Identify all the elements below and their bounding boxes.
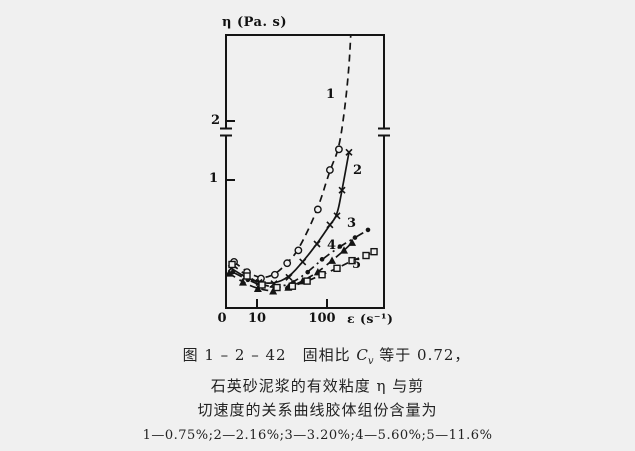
data-point-marker-open-square (348, 256, 356, 265)
caption-line-3: 切速度的关系曲线胶体组份含量为 (197, 401, 438, 419)
data-point-marker-open-square (288, 282, 297, 290)
data-point-marker-open-square (370, 247, 378, 256)
y-axis-title: η (Pa. s) (222, 15, 287, 30)
data-point-marker-open-square (273, 283, 281, 292)
data-point-marker-open-circle (283, 259, 292, 268)
data-point-marker-filled-dot (230, 269, 236, 275)
data-point-marker-filled-triangle (328, 256, 337, 264)
caption-legend-line: 1—0.75%;2—2.16%;3—3.20%;4—5.60%;5—11.6% (142, 428, 493, 443)
data-point-marker-filled-triangle (348, 238, 357, 246)
data-point-marker-open-square (258, 281, 266, 289)
axis-break-gap (224, 127, 228, 137)
data-point-marker-open-square (243, 272, 251, 280)
axis-break-gap (382, 127, 386, 137)
x-origin-label: 0 (217, 311, 227, 326)
data-point-marker-open-circle (270, 270, 279, 279)
data-point-marker-x-cross (345, 148, 353, 156)
caption-line-1: 图 1 – 2 – 42 固相比 Cv 等于 0.72， (0, 343, 635, 374)
series-label-5: 5 (352, 257, 362, 272)
data-point-marker-open-square (333, 264, 341, 273)
series-label-3: 3 (347, 216, 357, 231)
series-3-line (232, 229, 369, 288)
data-point-marker-filled-dot (305, 269, 310, 275)
data-point-marker-filled-triangle (238, 278, 247, 286)
data-point-marker-open-square (228, 260, 236, 269)
series-label-1: 1 (326, 87, 336, 102)
data-point-marker-x-cross (299, 258, 307, 266)
y-tick-label-2: 2 (210, 113, 220, 128)
series-1-curve (230, 35, 352, 283)
data-point-marker-filled-dot (337, 244, 343, 249)
data-point-marker-filled-triangle (340, 246, 349, 254)
plot-frame (225, 34, 385, 309)
caption-line1-prefix: 图 1 – 2 – 42 固相比 (182, 346, 357, 364)
data-point-marker-filled-dot (365, 227, 371, 233)
data-point-marker-open-square (362, 251, 370, 260)
x-tick-label-100: 100 (308, 311, 336, 326)
data-point-marker-open-circle (325, 166, 334, 174)
y-tick-label-1: 1 (208, 171, 218, 186)
data-point-marker-filled-triangle (253, 284, 262, 292)
data-point-marker-open-square (303, 277, 311, 285)
data-point-marker-filled-triangle (269, 287, 278, 295)
series-label-4: 4 (327, 238, 337, 253)
data-point-marker-open-circle (335, 145, 343, 154)
series-1-line (233, 35, 352, 279)
x-tick-label-10: 10 (247, 311, 267, 326)
data-point-marker-x-cross (333, 212, 341, 220)
series-4-line (228, 242, 353, 292)
solid-ratio-symbol: Cv (356, 346, 374, 367)
data-point-marker-x-cross (285, 273, 293, 281)
series-5-curve (228, 247, 378, 292)
data-point-marker-filled-dot (319, 257, 325, 262)
x-axis-title: ε (s⁻¹) (347, 311, 394, 326)
data-point-marker-filled-dot (352, 235, 358, 240)
data-point-marker-open-square (318, 271, 326, 279)
data-point-marker-filled-triangle (226, 269, 234, 277)
data-point-marker-open-circle (294, 246, 303, 255)
series-label-2: 2 (353, 163, 363, 178)
data-point-marker-x-cross (326, 221, 334, 229)
data-point-marker-open-circle (313, 205, 322, 214)
data-point-marker-x-cross (313, 240, 321, 248)
caption-line1-suffix: 等于 0.72， (373, 346, 471, 364)
figure-caption: 图 1 – 2 – 42 固相比 Cv 等于 0.72， 石英砂泥浆的有效粘度 … (0, 343, 635, 447)
data-point-marker-x-cross (338, 186, 346, 194)
caption-line-2: 石英砂泥浆的有效粘度 η 与剪 (210, 377, 425, 395)
